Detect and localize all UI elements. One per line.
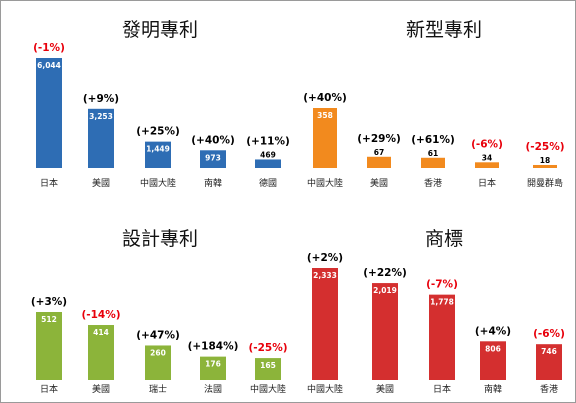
category-label: 美國: [92, 177, 110, 189]
data-label: 165: [260, 361, 276, 370]
chart-title: 發明專利: [122, 19, 198, 41]
data-label: 414: [93, 328, 109, 337]
category-label: 中國大陸: [140, 177, 176, 189]
change-label: (+3%): [31, 296, 67, 308]
data-label: 2,333: [313, 271, 337, 280]
change-label: (+9%): [83, 93, 119, 105]
change-label: (+25%): [136, 126, 180, 138]
bar-2-2: [145, 345, 171, 380]
change-label: (+29%): [357, 133, 401, 145]
change-label: (+40%): [191, 134, 235, 146]
category-label: 美國: [370, 177, 388, 189]
change-label: (+40%): [303, 92, 347, 104]
category-label: 德國: [259, 177, 277, 189]
category-label: 美國: [92, 383, 110, 395]
chart-title: 設計專利: [122, 228, 198, 250]
data-label: 260: [150, 348, 166, 357]
category-label: 法國: [204, 383, 222, 395]
data-label: 6,044: [37, 61, 61, 70]
data-label: 1,449: [146, 145, 170, 154]
category-label: 南韓: [204, 177, 222, 189]
bar-3-3: [480, 341, 506, 380]
data-label: 2,019: [373, 286, 397, 295]
data-label: 746: [541, 347, 557, 356]
category-label: 香港: [424, 177, 442, 189]
bar-2-3: [200, 356, 226, 380]
data-label: 3,253: [89, 112, 113, 121]
data-label: 973: [205, 153, 221, 162]
category-label: 香港: [540, 383, 558, 395]
change-label: (+47%): [136, 329, 180, 341]
bar-3-1: [372, 283, 398, 380]
category-label: 中國大陸: [307, 383, 343, 395]
change-label: (+61%): [411, 134, 455, 146]
chart-title: 新型專利: [406, 19, 482, 41]
bar-0-1: [88, 108, 114, 168]
category-label: 南韓: [484, 383, 502, 395]
category-label: 中國大陸: [250, 383, 286, 395]
bar-3-2: [429, 294, 455, 380]
data-label: 806: [485, 344, 501, 353]
bar-3-4: [536, 344, 562, 380]
category-label: 日本: [433, 383, 451, 395]
data-label: 67: [374, 148, 384, 157]
data-label: 358: [317, 111, 333, 120]
change-label: (-6%): [533, 328, 565, 340]
change-label: (-14%): [81, 309, 120, 321]
data-label: 512: [41, 315, 57, 324]
change-label: (+4%): [475, 325, 511, 337]
change-label: (+11%): [246, 135, 290, 147]
bar-1-4: [533, 164, 557, 168]
category-label: 美國: [376, 383, 394, 395]
bar-2-4: [255, 358, 281, 380]
category-label: 瑞士: [149, 383, 167, 395]
bar-1-3: [475, 162, 499, 168]
data-label: 34: [482, 153, 492, 162]
bar-3-0: [312, 268, 338, 380]
change-label: (+22%): [363, 267, 407, 279]
bar-0-4: [255, 159, 281, 168]
bar-0-3: [200, 150, 226, 168]
chart-title: 商標: [425, 228, 463, 250]
change-label: (-25%): [525, 141, 564, 153]
category-label: 中國大陸: [307, 177, 343, 189]
category-label: 日本: [40, 177, 58, 189]
data-label: 469: [260, 150, 276, 159]
change-label: (-7%): [426, 279, 458, 291]
change-label: (-25%): [248, 342, 287, 354]
data-label: 1,778: [430, 298, 454, 307]
change-label: (-1%): [33, 42, 65, 54]
bar-0-2: [145, 141, 171, 168]
data-label: 61: [428, 149, 438, 158]
change-label: (+2%): [307, 252, 343, 264]
data-label: 176: [205, 360, 221, 369]
bar-1-1: [367, 156, 391, 168]
bar-2-1: [88, 325, 114, 380]
bar-0-0: [36, 58, 62, 168]
change-label: (-6%): [471, 138, 503, 150]
bar-1-0: [313, 108, 337, 168]
change-label: (+184%): [188, 341, 239, 353]
category-label: 日本: [478, 177, 496, 189]
bar-1-2: [421, 157, 445, 168]
data-label: 18: [540, 156, 550, 165]
bar-2-0: [36, 312, 62, 380]
category-label: 開曼群島: [527, 177, 563, 189]
category-label: 日本: [40, 383, 58, 395]
